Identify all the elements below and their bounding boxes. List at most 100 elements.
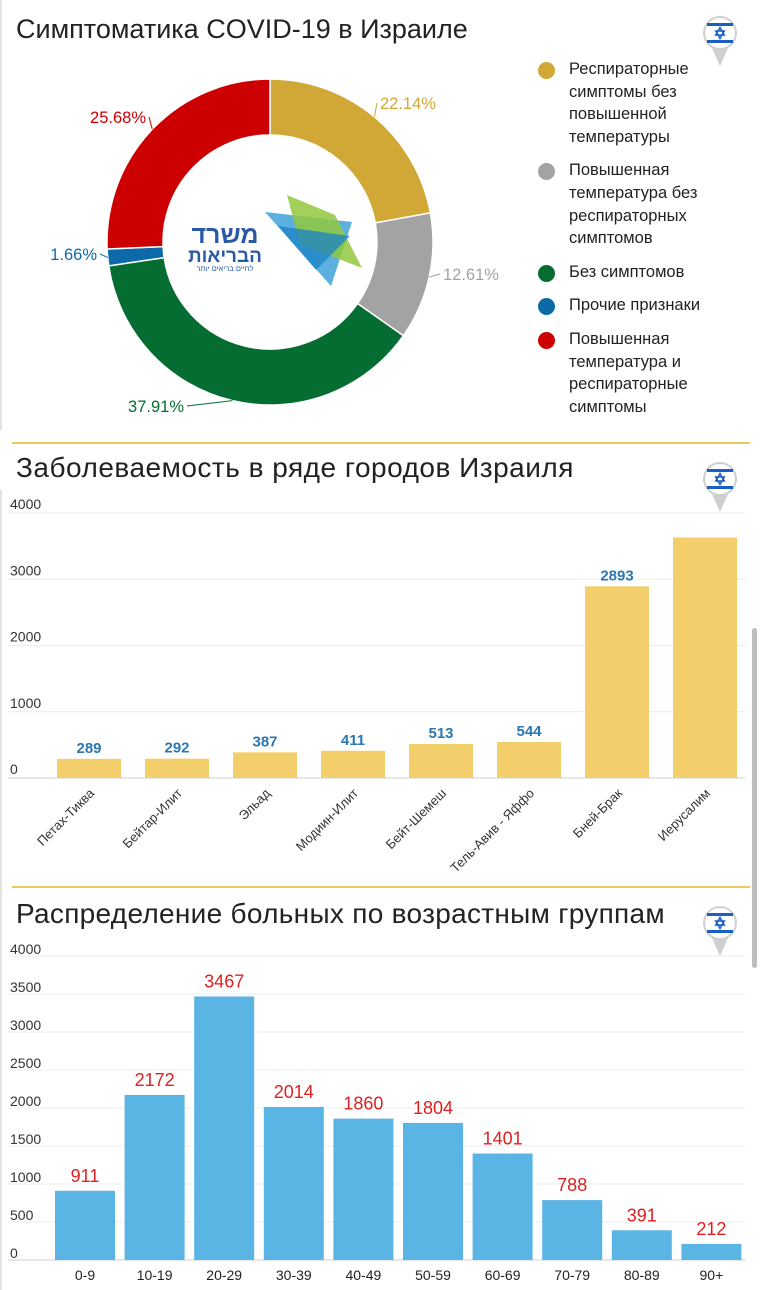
legend-swatch: [538, 331, 555, 349]
donut-leader-line: [429, 273, 441, 278]
bar-value-label: 911: [71, 1166, 100, 1186]
legend-label: Респираторные симптомы без повышенной те…: [569, 60, 689, 146]
legend-item[interactable]: Повышенная температура без респираторных…: [538, 159, 753, 249]
bar: [611, 1230, 672, 1260]
donut-data-label: 22.14%: [380, 95, 436, 113]
legend-item[interactable]: Респираторные симптомы без повышенной те…: [538, 58, 753, 148]
bar-value-label: 513: [428, 725, 453, 742]
legend-swatch: [538, 163, 555, 181]
legend-label: Без симптомов: [569, 262, 685, 281]
donut-slice: [106, 78, 271, 250]
x-category-label: 40-49: [345, 1267, 381, 1283]
y-tick-label: 1000: [10, 695, 41, 711]
bar: [233, 752, 297, 778]
israel-flag-pin-icon: [703, 462, 737, 512]
bar-value-label: 387: [252, 733, 277, 750]
x-category-label: 80-89: [624, 1267, 660, 1283]
x-category-label: 90+: [700, 1267, 724, 1283]
cities-title: Заболеваемость в ряде городов Израиля: [16, 452, 574, 483]
bar: [673, 537, 737, 778]
bar: [55, 1190, 115, 1260]
y-tick-label: 1500: [10, 1131, 41, 1147]
bar-value-label: 3467: [204, 972, 244, 992]
donut-slice: [107, 256, 405, 406]
bar-value-label: 212: [696, 1219, 726, 1239]
bar-value-label: 411: [341, 732, 365, 749]
y-tick-label: 3000: [10, 1017, 41, 1033]
bar: [145, 758, 209, 778]
cities-section: Заболеваемость в ряде городов Израиля 0 1…: [0, 444, 763, 888]
ministry-logo: משרד הבריאות לחיים בריאים יותר: [188, 195, 362, 286]
x-category-label: 10-19: [137, 1267, 173, 1283]
y-tick-label: 2000: [10, 1093, 41, 1109]
bar: [681, 1243, 742, 1260]
legend-item[interactable]: Повышенная температура и респираторные с…: [538, 328, 753, 418]
logo-text-line2: הבריאות: [188, 246, 262, 267]
bar-value-label: 2014: [274, 1082, 314, 1102]
legend-label: Прочие признаки: [569, 296, 701, 315]
bar-value-label: 544: [516, 723, 542, 740]
bar-value-label: 2172: [135, 1070, 175, 1090]
bar-value-label: 1860: [343, 1094, 383, 1114]
logo-text-line1: משרד: [192, 221, 259, 249]
y-tick-label: 0: [10, 1245, 18, 1261]
symptoms-title: Симптоматика COVID-19 в Израиле: [16, 14, 468, 44]
y-tick-label: 2000: [10, 629, 41, 645]
bar-value-label: 1804: [413, 1098, 453, 1118]
donut-leader-line: [186, 400, 233, 407]
bar: [333, 1118, 394, 1260]
y-tick-label: 2500: [10, 1055, 41, 1071]
bar: [124, 1094, 185, 1260]
bar: [194, 996, 255, 1260]
donut-data-label: 12.61%: [443, 266, 499, 284]
x-category-label: 20-29: [206, 1267, 242, 1283]
donut-legend: Респираторные симптомы без повышенной те…: [538, 58, 753, 429]
legend-item[interactable]: Без симптомов: [538, 261, 753, 284]
x-category-label: Эльад: [236, 785, 274, 823]
israel-flag-pin-icon: [703, 16, 737, 66]
x-category-label: Бейт-Шемеш: [383, 786, 450, 853]
x-category-label: 50-59: [415, 1267, 451, 1283]
y-tick-label: 4000: [10, 496, 41, 512]
symptoms-section: Симптоматика COVID-19 в Израиле 22.14% 12…: [0, 0, 763, 444]
bar: [57, 758, 121, 778]
bar: [321, 750, 385, 778]
x-category-label: Тель-Авив - Яффо: [447, 786, 537, 876]
left-edge-rule: [0, 490, 2, 1290]
bar-value-label: 2893: [600, 567, 633, 584]
donut-data-label: 37.91%: [128, 398, 184, 416]
x-category-label: Бейтар-Илит: [120, 785, 186, 851]
bar: [403, 1122, 463, 1260]
y-tick-label: 3000: [10, 562, 41, 578]
donut-data-label: 1.66%: [50, 246, 97, 264]
bar: [585, 586, 649, 778]
x-category-label: Бней-Брак: [570, 785, 626, 841]
legend-swatch: [538, 298, 555, 316]
donut-chart: 22.14% 12.61% 37.91% 1.66% 25.68% משרד הבריא…: [50, 78, 499, 416]
x-category-label: Иерусалим: [655, 785, 713, 843]
bar: [497, 741, 561, 778]
section-divider: [12, 442, 750, 444]
bar-value-label: 289: [76, 740, 101, 757]
bar-value-label: 1401: [483, 1129, 523, 1149]
israel-flag-pin-icon: [703, 906, 737, 956]
scrollbar[interactable]: [752, 628, 757, 968]
x-category-label: 0-9: [75, 1267, 95, 1283]
cities-bar-chart: 0 1000 2000 3000 4000 289 Петах-Тиква 292 Бейтар…: [8, 496, 745, 876]
bar-value-label: 788: [557, 1175, 587, 1195]
x-category-label: 60-69: [485, 1267, 521, 1283]
y-tick-label: 0: [10, 761, 18, 777]
ages-section: Распределение больных по возрастным груп…: [0, 888, 763, 1283]
legend-item[interactable]: Прочие признаки: [538, 294, 753, 317]
legend-swatch: [538, 62, 555, 79]
x-category-label: 70-79: [554, 1267, 590, 1283]
donut-leader-line: [99, 253, 108, 258]
bar: [263, 1106, 324, 1260]
left-edge-rule: [0, 0, 2, 430]
ages-title: Распределение больных по возрастным груп…: [16, 898, 665, 929]
y-tick-label: 1000: [10, 1169, 41, 1185]
x-category-label: 30-39: [276, 1267, 312, 1283]
y-tick-label: 3500: [10, 979, 41, 995]
legend-label: Повышенная температура и респираторные с…: [569, 329, 688, 416]
legend-label: Повышенная температура без респираторных…: [569, 161, 698, 248]
